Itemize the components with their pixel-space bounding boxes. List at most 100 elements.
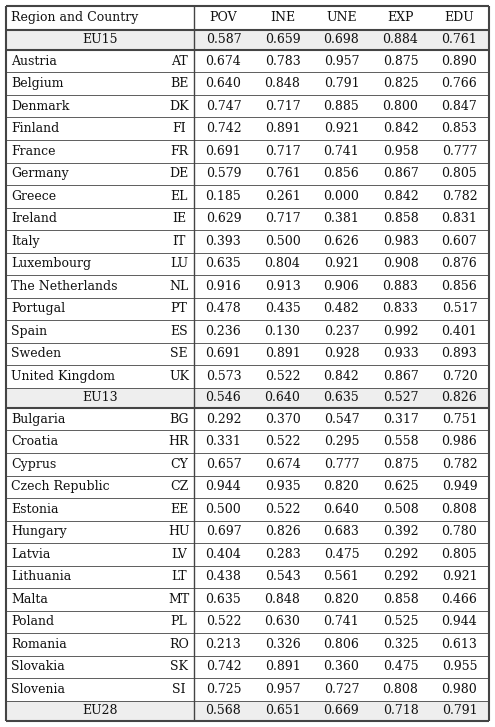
- Bar: [194, 118, 253, 140]
- Text: Latvia: Latvia: [11, 548, 50, 561]
- Bar: [312, 633, 371, 656]
- Bar: [194, 230, 253, 252]
- Bar: [371, 163, 430, 185]
- Text: 0.933: 0.933: [383, 348, 418, 361]
- Bar: [430, 342, 489, 365]
- Text: LV: LV: [171, 548, 187, 561]
- Bar: [164, 50, 194, 73]
- Text: 0.876: 0.876: [442, 257, 477, 270]
- Bar: [164, 95, 194, 118]
- Bar: [6, 633, 164, 656]
- Text: 0.381: 0.381: [324, 212, 359, 225]
- Text: Ireland: Ireland: [11, 212, 57, 225]
- Text: 0.842: 0.842: [383, 122, 418, 135]
- Bar: [430, 430, 489, 453]
- Text: 0.867: 0.867: [383, 370, 418, 383]
- Bar: [430, 678, 489, 701]
- Bar: [164, 230, 194, 252]
- Text: HR: HR: [169, 435, 189, 449]
- Text: 0.831: 0.831: [442, 212, 478, 225]
- Text: 0.401: 0.401: [442, 325, 478, 338]
- Bar: [371, 6, 430, 30]
- Bar: [371, 342, 430, 365]
- Bar: [164, 656, 194, 678]
- Bar: [194, 320, 253, 342]
- Bar: [194, 498, 253, 521]
- Text: 0.741: 0.741: [324, 145, 359, 158]
- Bar: [371, 611, 430, 633]
- Text: 0.761: 0.761: [265, 167, 300, 180]
- Text: 0.587: 0.587: [206, 33, 242, 47]
- Bar: [6, 430, 164, 453]
- Text: 0.893: 0.893: [442, 348, 477, 361]
- Text: Italy: Italy: [11, 235, 40, 248]
- Bar: [253, 430, 312, 453]
- Text: 0.842: 0.842: [324, 370, 359, 383]
- Bar: [6, 543, 164, 566]
- Text: 0.283: 0.283: [265, 548, 300, 561]
- Bar: [194, 297, 253, 320]
- Text: HU: HU: [168, 526, 190, 538]
- Text: 0.697: 0.697: [206, 526, 242, 538]
- Text: 0.626: 0.626: [324, 235, 359, 248]
- Bar: [371, 453, 430, 475]
- Text: 0.466: 0.466: [442, 593, 478, 606]
- Text: NL: NL: [169, 280, 189, 293]
- Bar: [430, 207, 489, 230]
- Bar: [371, 140, 430, 163]
- Bar: [253, 252, 312, 275]
- Text: Greece: Greece: [11, 190, 56, 203]
- Text: 0.725: 0.725: [206, 683, 241, 696]
- Bar: [253, 163, 312, 185]
- Bar: [253, 275, 312, 297]
- Text: 0.891: 0.891: [265, 122, 300, 135]
- Bar: [430, 588, 489, 611]
- Bar: [253, 588, 312, 611]
- Text: CY: CY: [170, 458, 188, 471]
- Bar: [430, 475, 489, 498]
- Bar: [194, 678, 253, 701]
- Text: AT: AT: [171, 55, 188, 68]
- Text: 0.568: 0.568: [205, 704, 242, 718]
- Bar: [371, 566, 430, 588]
- Bar: [371, 701, 430, 721]
- Bar: [430, 453, 489, 475]
- Bar: [371, 275, 430, 297]
- Bar: [371, 95, 430, 118]
- Bar: [253, 521, 312, 543]
- Bar: [194, 611, 253, 633]
- Text: 0.944: 0.944: [205, 481, 242, 494]
- Bar: [371, 588, 430, 611]
- Bar: [164, 678, 194, 701]
- Bar: [312, 656, 371, 678]
- Text: 0.883: 0.883: [383, 280, 418, 293]
- Text: POV: POV: [210, 12, 237, 24]
- Bar: [194, 30, 253, 50]
- Text: 0.326: 0.326: [265, 638, 300, 651]
- Text: 0.761: 0.761: [442, 33, 477, 47]
- Bar: [312, 430, 371, 453]
- Bar: [312, 611, 371, 633]
- Bar: [194, 475, 253, 498]
- Text: UNE: UNE: [326, 12, 357, 24]
- Text: 0.858: 0.858: [383, 593, 418, 606]
- Bar: [6, 588, 164, 611]
- Text: 0.508: 0.508: [383, 503, 418, 515]
- Bar: [164, 342, 194, 365]
- Bar: [312, 50, 371, 73]
- Text: Cyprus: Cyprus: [11, 458, 56, 471]
- Bar: [253, 320, 312, 342]
- Bar: [6, 678, 164, 701]
- Bar: [253, 95, 312, 118]
- Bar: [371, 430, 430, 453]
- Bar: [430, 230, 489, 252]
- Bar: [253, 118, 312, 140]
- Text: RO: RO: [169, 638, 189, 651]
- Bar: [312, 95, 371, 118]
- Bar: [253, 230, 312, 252]
- Text: 0.800: 0.800: [383, 100, 418, 113]
- Text: 0.791: 0.791: [442, 704, 477, 718]
- Text: 0.921: 0.921: [442, 570, 477, 583]
- Text: 0.370: 0.370: [265, 413, 300, 426]
- Text: 0.820: 0.820: [324, 593, 359, 606]
